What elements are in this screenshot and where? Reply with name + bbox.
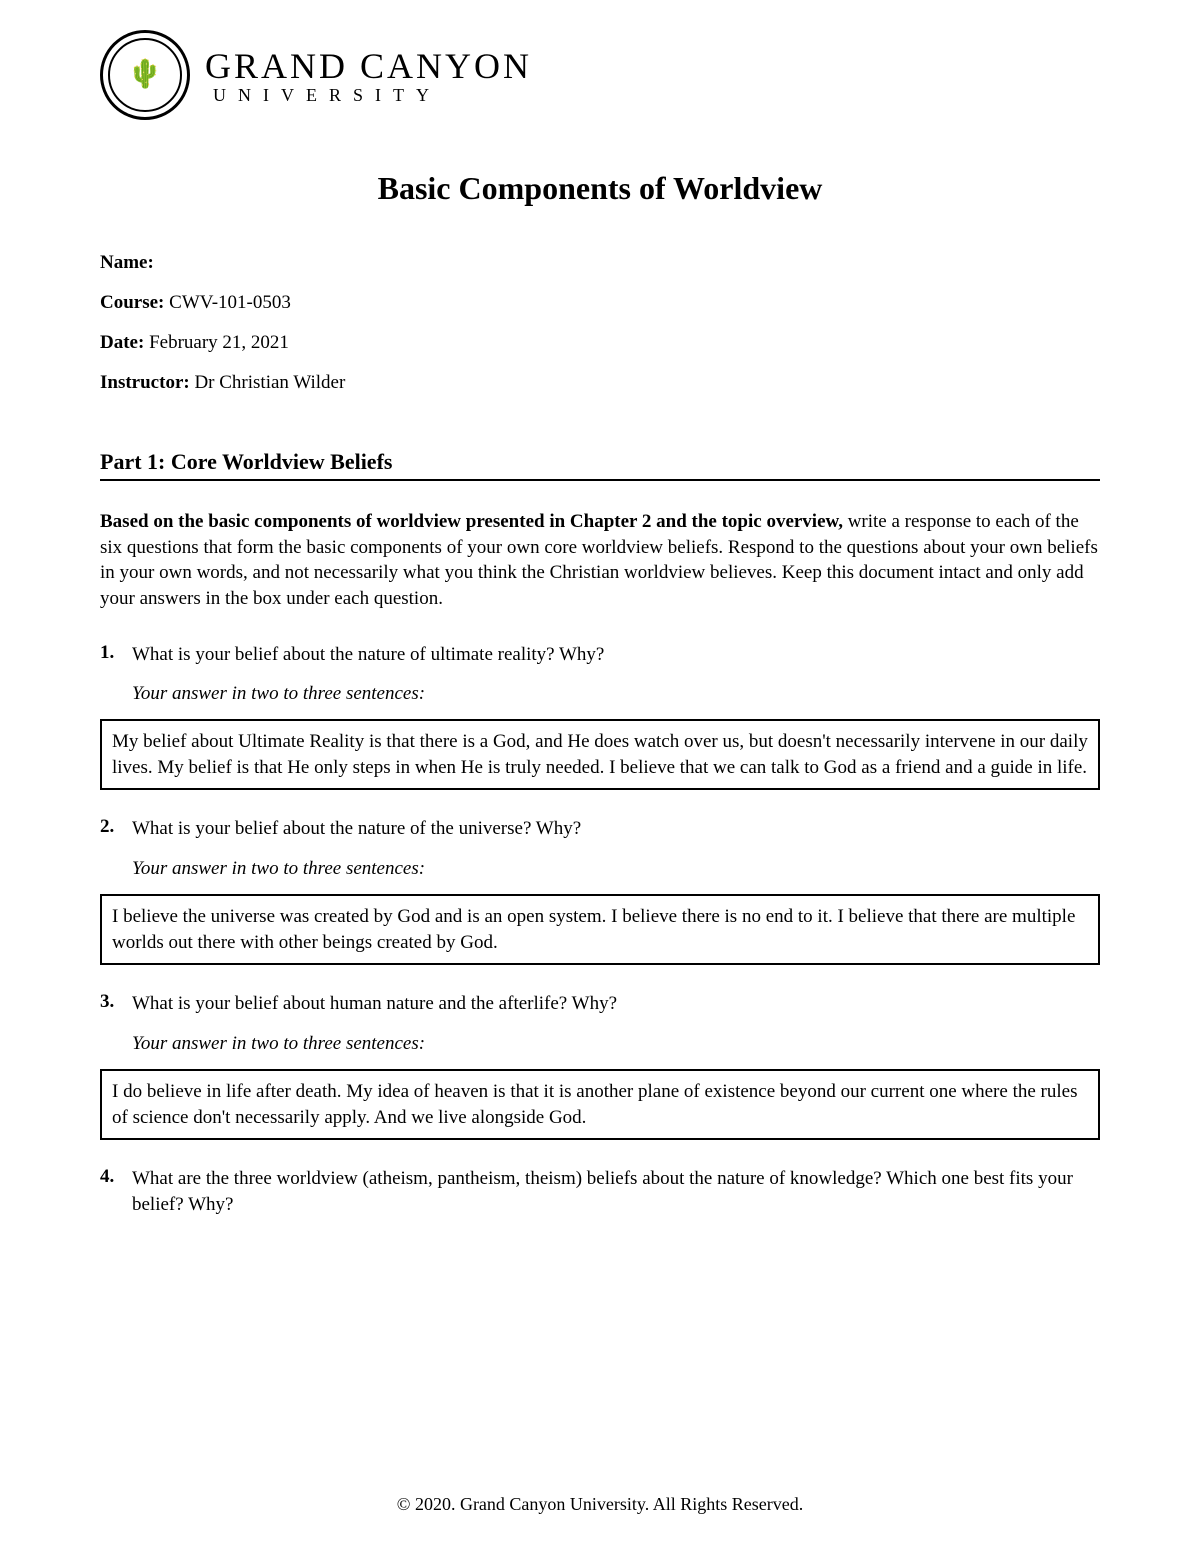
instructor-value: Dr Christian Wilder	[194, 372, 345, 393]
answer-prompt: Your answer in two to three sentences:	[132, 683, 1100, 705]
section-intro: Based on the basic components of worldvi…	[100, 509, 1100, 612]
answer-prompt: Your answer in two to three sentences:	[132, 858, 1100, 880]
section-heading: Part 1: Core Worldview Beliefs	[100, 449, 1100, 481]
answer-box: I believe the universe was created by Go…	[100, 894, 1100, 965]
cactus-icon: 🌵	[128, 61, 163, 89]
question-row: 3.What is your belief about human nature…	[100, 991, 1100, 1017]
question-number: 4.	[100, 1166, 132, 1217]
answer-box: I do believe in life after death. My ide…	[100, 1069, 1100, 1140]
answer-prompt: Your answer in two to three sentences:	[132, 1033, 1100, 1055]
question-text: What is your belief about the nature of …	[132, 816, 1100, 842]
date-label: Date:	[100, 332, 144, 353]
intro-bold: Based on the basic components of worldvi…	[100, 511, 843, 532]
question-number: 3.	[100, 991, 132, 1017]
question-text: What are the three worldview (atheism, p…	[132, 1166, 1100, 1217]
answer-box: My belief about Ultimate Reality is that…	[100, 719, 1100, 790]
questions-list: 1.What is your belief about the nature o…	[100, 642, 1100, 1218]
question-number: 1.	[100, 642, 132, 668]
date-value: February 21, 2021	[149, 332, 289, 353]
meta-instructor: Instructor: Dr Christian Wilder	[100, 372, 1100, 394]
university-main-text: GRAND CANYON	[205, 45, 532, 87]
seal-inner-ring: 🌵	[108, 38, 182, 112]
footer-copyright: © 2020. Grand Canyon University. All Rig…	[0, 1494, 1200, 1515]
question-block: 4.What are the three worldview (atheism,…	[100, 1166, 1100, 1217]
university-name: GRAND CANYON UNIVERSITY	[205, 45, 532, 106]
course-label: Course:	[100, 292, 164, 313]
document-meta: Name: Course: CWV-101-0503 Date: Februar…	[100, 252, 1100, 394]
question-block: 2.What is your belief about the nature o…	[100, 816, 1100, 965]
question-text: What is your belief about human nature a…	[132, 991, 1100, 1017]
question-block: 3.What is your belief about human nature…	[100, 991, 1100, 1140]
question-text: What is your belief about the nature of …	[132, 642, 1100, 668]
instructor-label: Instructor:	[100, 372, 190, 393]
question-block: 1.What is your belief about the nature o…	[100, 642, 1100, 791]
name-label: Name:	[100, 252, 154, 273]
meta-course: Course: CWV-101-0503	[100, 292, 1100, 314]
question-row: 4.What are the three worldview (atheism,…	[100, 1166, 1100, 1217]
course-value: CWV-101-0503	[169, 292, 291, 313]
question-number: 2.	[100, 816, 132, 842]
meta-date: Date: February 21, 2021	[100, 332, 1100, 354]
university-sub-text: UNIVERSITY	[213, 85, 532, 106]
meta-name: Name:	[100, 252, 1100, 274]
page-title: Basic Components of Worldview	[100, 170, 1100, 207]
header: 🌵 GRAND CANYON UNIVERSITY	[100, 30, 1100, 120]
question-row: 2.What is your belief about the nature o…	[100, 816, 1100, 842]
university-seal-icon: 🌵	[100, 30, 190, 120]
question-row: 1.What is your belief about the nature o…	[100, 642, 1100, 668]
